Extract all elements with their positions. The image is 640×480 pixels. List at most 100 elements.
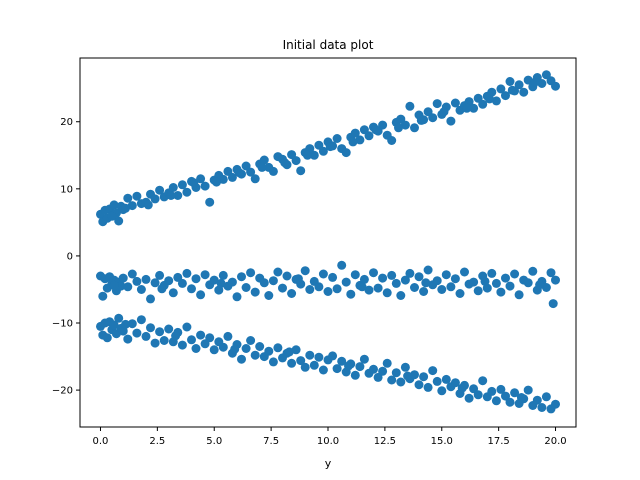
plot-area: 0.0 2.5 5.0 7.5 10.0 12.5 15.0 17.5 20.0 −20 −10 0… xyxy=(52,57,577,447)
scatter-point xyxy=(496,287,506,297)
scatter-point xyxy=(441,374,451,384)
scatter-point xyxy=(268,276,278,286)
scatter-point xyxy=(414,380,424,390)
scatter-point xyxy=(416,115,426,125)
scatter-point xyxy=(196,290,206,300)
scatter-point xyxy=(487,386,497,396)
scatter-point xyxy=(118,273,128,283)
scatter-point xyxy=(473,390,483,400)
scatter-point xyxy=(143,200,153,210)
y-tick-label: 0 xyxy=(67,251,73,262)
scatter-point xyxy=(523,75,533,85)
scatter-point xyxy=(293,274,303,284)
scatter-point xyxy=(323,287,333,296)
scatter-point xyxy=(355,362,365,372)
scatter-point xyxy=(478,99,488,109)
scatter-point xyxy=(394,123,403,133)
scatter-point xyxy=(114,313,124,323)
x-tick-label: 7.5 xyxy=(263,436,279,447)
scatter-point xyxy=(282,271,292,281)
scatter-point xyxy=(150,338,160,348)
scatter-point xyxy=(391,278,401,288)
scatter-point xyxy=(514,80,524,90)
scatter-point xyxy=(164,324,174,334)
scatter-point xyxy=(230,344,240,354)
y-tick-label: 10 xyxy=(60,184,73,195)
scatter-point xyxy=(450,378,460,388)
scatter-point xyxy=(421,278,431,288)
scatter-point xyxy=(318,365,328,375)
scatter-point xyxy=(387,375,397,385)
scatter-point xyxy=(537,79,547,88)
scatter-point xyxy=(300,362,310,372)
scatter-points-layer xyxy=(96,70,560,414)
scatter-point xyxy=(109,320,119,330)
scatter-point xyxy=(209,345,219,355)
scatter-point xyxy=(168,183,178,192)
scatter-point xyxy=(428,366,438,376)
scatter-point xyxy=(532,395,542,405)
scatter-point xyxy=(469,277,479,287)
scatter-point xyxy=(364,131,374,141)
scatter-point xyxy=(268,357,278,367)
scatter-point xyxy=(346,289,356,299)
scatter-point xyxy=(551,81,560,91)
scatter-point xyxy=(473,286,483,296)
scatter-point xyxy=(419,287,429,296)
scatter-point xyxy=(237,354,246,364)
scatter-point xyxy=(155,327,165,337)
scatter-point xyxy=(182,268,192,278)
scatter-point xyxy=(189,178,199,188)
scatter-point xyxy=(127,269,137,279)
x-axis-label: y xyxy=(325,457,332,470)
scatter-point xyxy=(450,98,460,108)
scatter-point xyxy=(400,275,410,285)
scatter-point xyxy=(227,172,237,182)
scatter-point xyxy=(491,278,501,288)
scatter-point xyxy=(218,342,228,352)
scatter-point xyxy=(287,289,297,298)
scatter-point xyxy=(530,77,540,87)
scatter-point xyxy=(246,336,256,345)
scatter-point xyxy=(150,194,160,204)
scatter-point xyxy=(400,362,410,372)
scatter-point xyxy=(250,287,260,297)
scatter-point xyxy=(487,268,497,278)
scatter-point xyxy=(273,343,283,353)
scatter-point xyxy=(341,148,351,158)
scatter-point xyxy=(123,282,133,292)
scatter-point xyxy=(519,87,529,97)
scatter-point xyxy=(187,335,196,345)
scatter-point xyxy=(325,142,335,152)
chart-title: Initial data plot xyxy=(283,38,374,52)
scatter-point xyxy=(232,292,242,302)
scatter-point xyxy=(410,370,419,380)
scatter-point xyxy=(205,333,215,343)
scatter-point xyxy=(280,158,290,168)
scatter-point xyxy=(146,323,155,333)
scatter-point xyxy=(241,344,251,353)
scatter-point xyxy=(227,277,237,287)
scatter-point xyxy=(171,331,181,341)
scatter-point xyxy=(136,315,146,325)
scatter-point xyxy=(439,107,449,117)
scatter-point xyxy=(107,211,117,221)
scatter-point xyxy=(357,282,367,292)
scatter-point xyxy=(98,291,108,301)
scatter-point xyxy=(414,272,424,282)
scatter-point xyxy=(223,331,233,341)
scatter-point xyxy=(337,260,347,270)
scatter-point xyxy=(332,134,342,143)
scatter-point xyxy=(551,275,560,285)
scatter-point xyxy=(259,155,269,165)
scatter-point xyxy=(478,376,488,386)
x-tick-label: 20.0 xyxy=(544,436,566,447)
scatter-point xyxy=(309,360,319,370)
x-tick-label: 10.0 xyxy=(317,436,339,447)
scatter-point xyxy=(177,340,187,350)
scatter-point xyxy=(396,291,406,300)
scatter-point xyxy=(109,280,119,290)
scatter-point xyxy=(359,354,369,364)
x-tick-label: 2.5 xyxy=(149,436,165,447)
scatter-point xyxy=(428,113,438,123)
